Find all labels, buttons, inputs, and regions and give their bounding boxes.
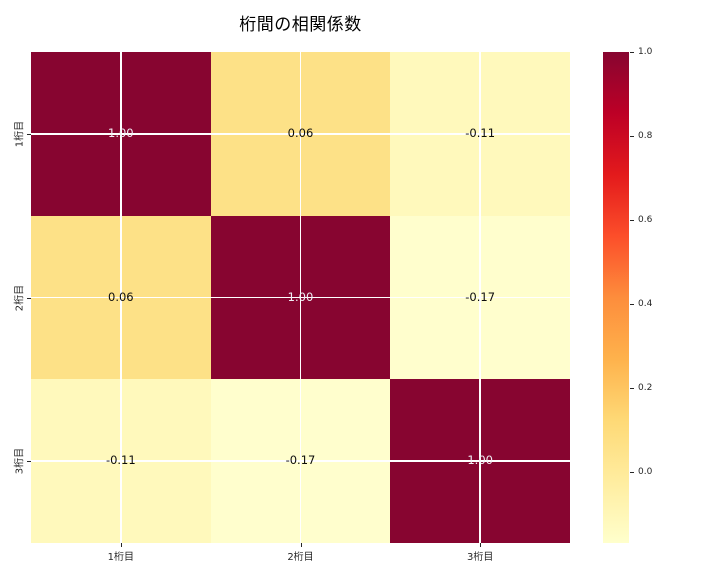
- colorbar-tick: [630, 219, 634, 221]
- cell-value-label: -0.11: [105, 453, 136, 468]
- x-axis-tick: [480, 543, 482, 547]
- colorbar-tick-label: 1.0: [638, 47, 653, 57]
- gridline-vertical: [479, 52, 481, 543]
- colorbar-tick-label: 0.6: [638, 214, 653, 225]
- x-axis-label: 3桁目: [466, 552, 494, 563]
- cell-value-label: 0.06: [108, 289, 134, 304]
- colorbar-tick-label: 0.2: [638, 382, 653, 393]
- cell-value-label: -0.17: [465, 289, 496, 304]
- colorbar-tick: [630, 303, 634, 305]
- cell-value-label: 1.00: [287, 289, 314, 304]
- y-axis-tick: [27, 297, 31, 299]
- colorbar-tick: [630, 471, 634, 473]
- cell-value-label: -0.17: [285, 453, 316, 468]
- gridline-horizontal: [31, 296, 570, 299]
- x-axis-tick: [120, 543, 122, 547]
- cell-value-label: 1.00: [467, 453, 493, 468]
- heatmap-plot-area: 1.00 0.06 -0.11 0.06 1.00 -0.17 -0.11 -0.17 1.00: [31, 52, 570, 543]
- colorbar-tick-label: 0.8: [638, 130, 653, 141]
- x-axis-label: 2桁目: [287, 552, 314, 563]
- y-axis-tick: [27, 133, 31, 135]
- x-axis-tick: [300, 543, 302, 547]
- cell-value-label: 0.06: [287, 126, 314, 141]
- colorbar-tick: [630, 135, 634, 137]
- colorbar-tick: [630, 52, 634, 53]
- chart-title: 桁間の相関係数: [239, 15, 362, 35]
- colorbar-tick: [630, 387, 634, 389]
- cell-value-label: 1.00: [108, 126, 134, 141]
- y-axis-tick: [27, 461, 31, 463]
- x-axis-label: 1桁目: [107, 552, 135, 563]
- gridline-horizontal: [31, 460, 570, 462]
- colorbar-tick-label: 0.0: [638, 466, 653, 477]
- colorbar: [603, 52, 629, 543]
- colorbar-tick-label: 0.4: [638, 298, 653, 309]
- cell-value-label: -0.11: [465, 126, 496, 141]
